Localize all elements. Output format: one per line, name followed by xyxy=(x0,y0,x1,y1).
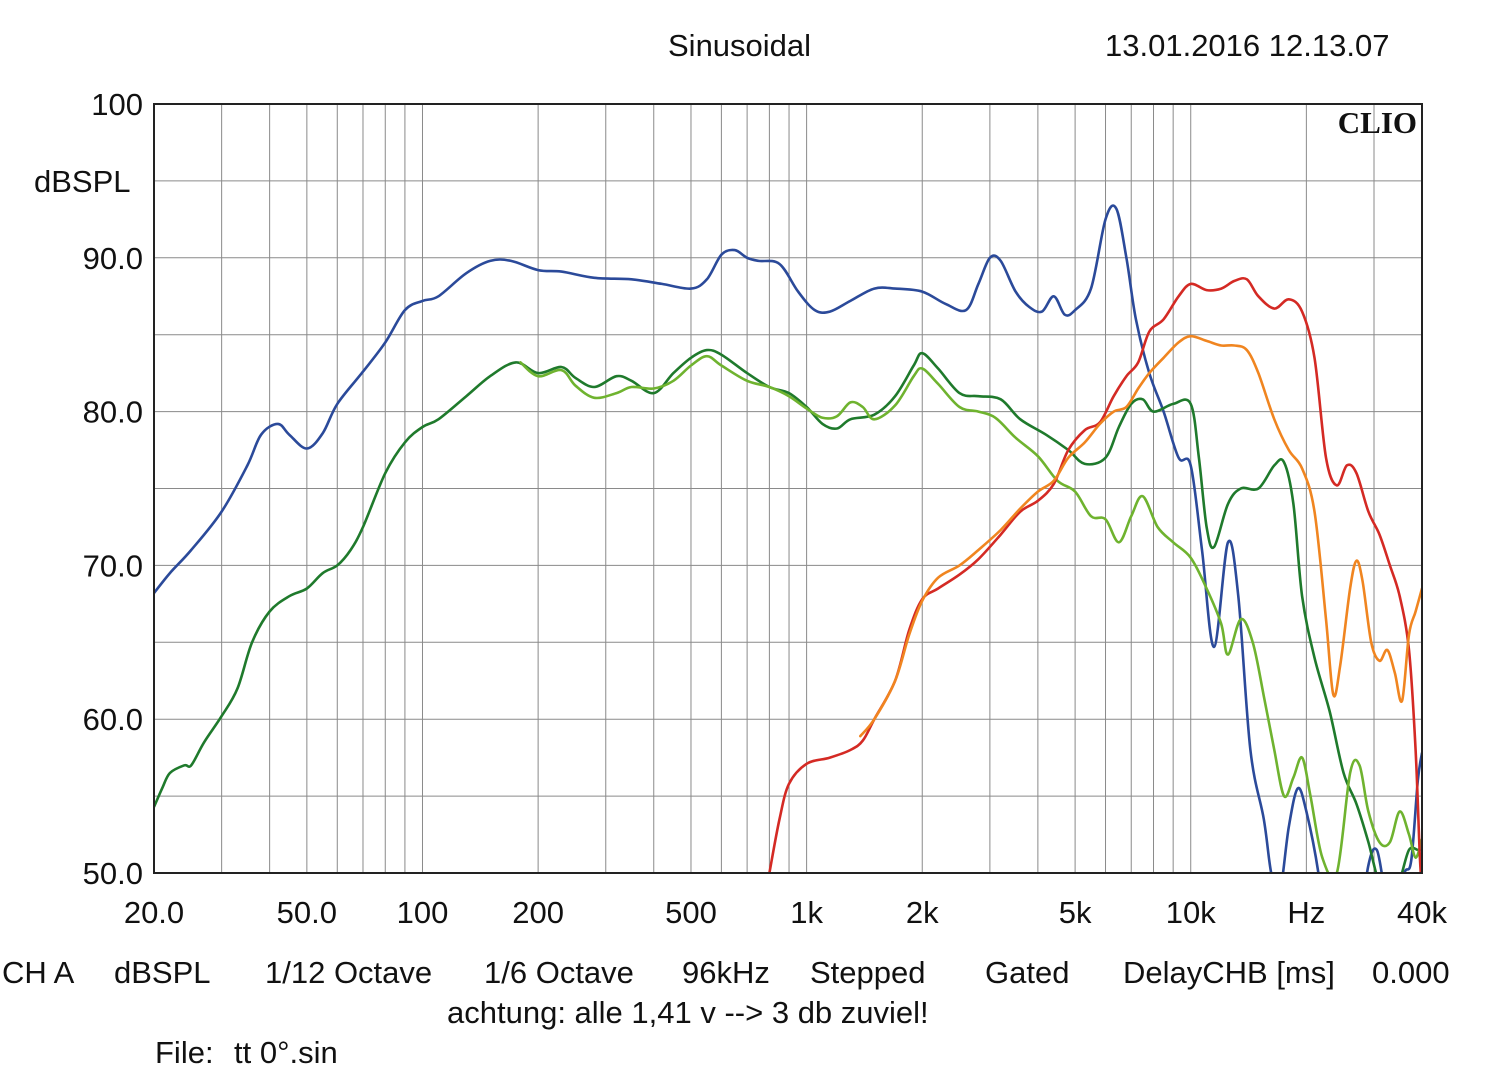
x-tick-label: 200 xyxy=(512,895,564,930)
x-tick-label: 40k xyxy=(1397,895,1447,930)
sample-rate-label: 96kHz xyxy=(682,955,770,990)
grid-lines xyxy=(154,104,1422,873)
series-woofer-green-light xyxy=(519,354,1422,873)
delay-value: 0.000 xyxy=(1372,955,1450,990)
x-tick-label: 2k xyxy=(906,895,939,930)
x-tick-label: Hz xyxy=(1287,895,1325,930)
smoothing-label: 1/12 Octave xyxy=(265,955,433,990)
y-axis-ticks: 100 90.0 80.0 70.0 60.0 50.0 xyxy=(83,87,143,891)
x-tick-label: 50.0 xyxy=(277,895,337,930)
window-label: Gated xyxy=(985,955,1070,990)
file-label: File: xyxy=(155,1035,214,1070)
x-tick-label: 10k xyxy=(1166,895,1216,930)
x-tick-label: 500 xyxy=(665,895,717,930)
clio-logo: CLIO xyxy=(1338,105,1417,140)
x-tick-label: 1k xyxy=(790,895,823,930)
x-tick-label: 100 xyxy=(397,895,449,930)
series-woofer-green-dark xyxy=(154,348,1422,873)
y-tick-label: 90.0 xyxy=(83,241,143,276)
delay-label: DelayCHB [ms] xyxy=(1123,955,1335,990)
y-tick-label: 50.0 xyxy=(83,856,143,891)
chart-mode-title: Sinusoidal xyxy=(668,28,812,63)
series-tweeter-orange xyxy=(859,334,1422,738)
sweep-label: Stepped xyxy=(810,955,926,990)
plot-area-border xyxy=(153,103,1423,874)
unit-label: dBSPL xyxy=(114,955,211,990)
y-tick-label: 70.0 xyxy=(83,548,143,583)
x-tick-label: 20.0 xyxy=(124,895,184,930)
y-tick-label: 60.0 xyxy=(83,702,143,737)
series-tweeter-red xyxy=(768,276,1422,873)
measurement-note: achtung: alle 1,41 v --> 3 db zuviel! xyxy=(447,995,929,1030)
channel-label: CH A xyxy=(2,955,75,990)
resolution-label: 1/6 Octave xyxy=(484,955,634,990)
file-name: tt 0°.sin xyxy=(234,1035,338,1070)
x-axis-ticks: 20.0 50.0 100 200 500 1k 2k 5k 10k Hz 40k xyxy=(124,895,1448,930)
series-lines xyxy=(154,204,1422,873)
x-tick-label: 5k xyxy=(1059,895,1092,930)
series-woofer-blue xyxy=(154,204,1422,873)
timestamp: 13.01.2016 12.13.07 xyxy=(1105,28,1390,63)
y-tick-label: 80.0 xyxy=(83,395,143,430)
y-axis-label: dBSPL xyxy=(34,164,131,199)
y-tick-label: 100 xyxy=(91,87,143,122)
